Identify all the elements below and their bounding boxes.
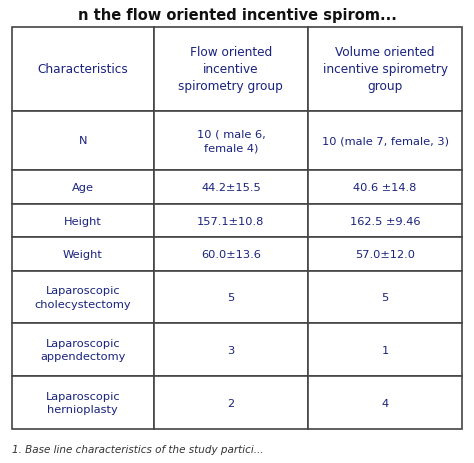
Bar bbox=[12, 204, 154, 238]
Text: 5: 5 bbox=[382, 293, 389, 302]
Bar bbox=[12, 111, 154, 171]
Text: 10 ( male 6,
female 4): 10 ( male 6, female 4) bbox=[197, 130, 265, 153]
Bar bbox=[308, 28, 462, 111]
Bar bbox=[154, 376, 308, 429]
Bar bbox=[12, 238, 154, 271]
Text: 5: 5 bbox=[228, 293, 235, 302]
Text: Laparoscopic
hernioplasty: Laparoscopic hernioplasty bbox=[46, 391, 120, 414]
Text: 1. Base line characteristics of the study partici...: 1. Base line characteristics of the stud… bbox=[12, 444, 264, 454]
Bar bbox=[308, 238, 462, 271]
Bar bbox=[308, 204, 462, 238]
Text: N: N bbox=[79, 136, 87, 146]
Text: 2: 2 bbox=[228, 398, 235, 408]
Text: 3: 3 bbox=[228, 345, 235, 355]
Bar bbox=[154, 324, 308, 376]
Text: 44.2±15.5: 44.2±15.5 bbox=[201, 183, 261, 193]
Bar bbox=[12, 324, 154, 376]
Bar bbox=[154, 111, 308, 171]
Text: 57.0±12.0: 57.0±12.0 bbox=[355, 250, 415, 259]
Text: n the flow oriented incentive spirom...: n the flow oriented incentive spirom... bbox=[78, 8, 396, 23]
Bar bbox=[12, 28, 154, 111]
Bar bbox=[154, 171, 308, 204]
Bar bbox=[12, 376, 154, 429]
Text: Characteristics: Characteristics bbox=[37, 63, 128, 76]
Text: 157.1±10.8: 157.1±10.8 bbox=[197, 216, 264, 226]
Bar bbox=[154, 238, 308, 271]
Text: Weight: Weight bbox=[63, 250, 103, 259]
Text: 60.0±13.6: 60.0±13.6 bbox=[201, 250, 261, 259]
Text: Laparoscopic
cholecystectomy: Laparoscopic cholecystectomy bbox=[35, 286, 131, 309]
Text: 10 (male 7, female, 3): 10 (male 7, female, 3) bbox=[321, 136, 448, 146]
Text: Height: Height bbox=[64, 216, 102, 226]
Text: 40.6 ±14.8: 40.6 ±14.8 bbox=[353, 183, 417, 193]
Text: 4: 4 bbox=[382, 398, 389, 408]
Bar bbox=[154, 271, 308, 324]
Text: Age: Age bbox=[72, 183, 94, 193]
Text: 1: 1 bbox=[382, 345, 389, 355]
Bar bbox=[154, 204, 308, 238]
Bar bbox=[308, 324, 462, 376]
Text: 162.5 ±9.46: 162.5 ±9.46 bbox=[350, 216, 420, 226]
Text: Volume oriented
incentive spirometry
group: Volume oriented incentive spirometry gro… bbox=[322, 46, 447, 93]
Bar bbox=[12, 271, 154, 324]
Bar bbox=[12, 171, 154, 204]
Bar bbox=[308, 376, 462, 429]
Text: Flow oriented
incentive
spirometry group: Flow oriented incentive spirometry group bbox=[179, 46, 283, 93]
Bar bbox=[308, 271, 462, 324]
Bar bbox=[308, 111, 462, 171]
Bar bbox=[308, 171, 462, 204]
Bar bbox=[154, 28, 308, 111]
Text: Laparoscopic
appendectomy: Laparoscopic appendectomy bbox=[40, 338, 126, 362]
